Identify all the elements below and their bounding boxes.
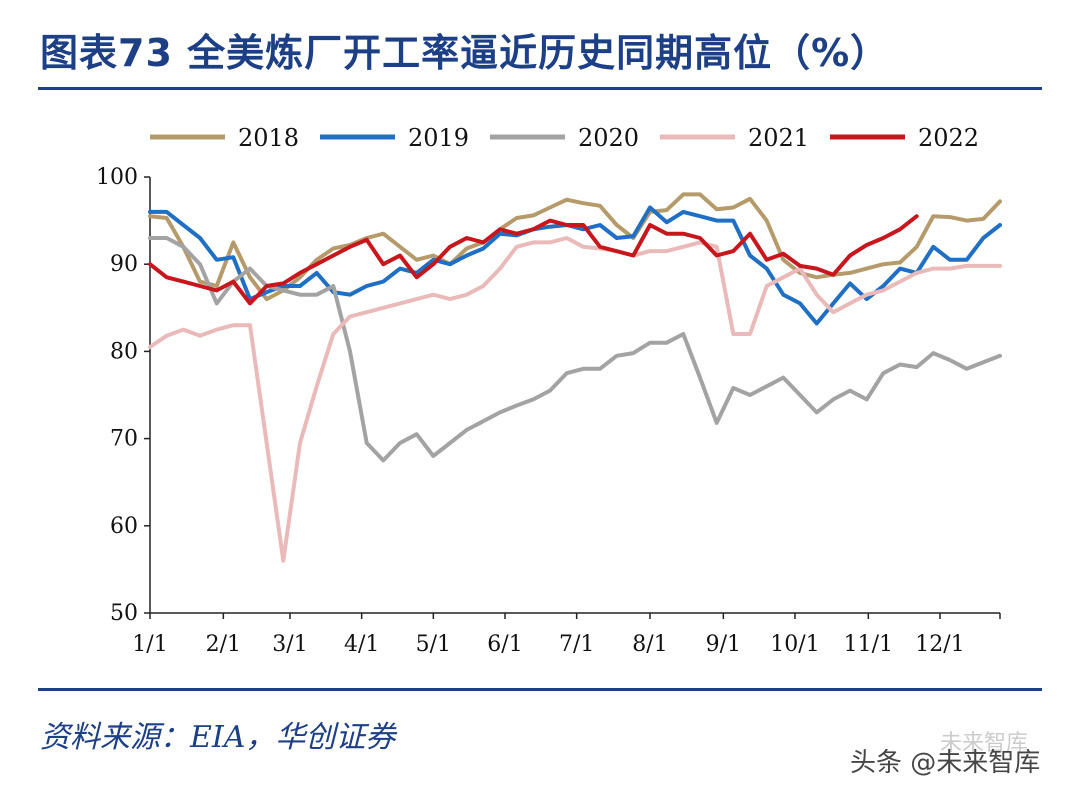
- y-tick-label: 70: [110, 427, 138, 452]
- series-line-2019: [148, 205, 1002, 326]
- chart-axes: 50 60 70 80 90 100 1/1 2/1 3/1 4/1 5/1 6/1 7/1 8/1 9/1…: [96, 165, 1001, 657]
- y-tick-label: 60: [110, 514, 138, 539]
- x-tick-label: 12/1: [915, 632, 964, 657]
- watermark: 头条 @未来智库: [850, 748, 1041, 778]
- title-divider: [38, 87, 1042, 90]
- page-title: 图表73 全美炼厂开工率逼近历史同期高位（%）: [40, 31, 890, 75]
- chart-series: [148, 192, 1002, 563]
- series-line-2020: [148, 236, 1002, 463]
- legend-label-2020: 2020: [578, 124, 639, 152]
- y-tick-label: 50: [110, 601, 138, 626]
- series-line-2021: [148, 236, 1002, 563]
- source-note: 资料来源：EIA，华创证券: [40, 720, 396, 755]
- x-tick-label: 5/1: [416, 632, 451, 657]
- legend-label-2022: 2022: [918, 124, 979, 152]
- x-tick-label: 2/1: [206, 632, 241, 657]
- series-line-2018: [148, 192, 1002, 302]
- x-tick-label: 1/1: [132, 632, 167, 657]
- legend-label-2018: 2018: [238, 124, 299, 152]
- legend-label-2021: 2021: [748, 124, 809, 152]
- x-tick-label: 7/1: [559, 632, 594, 657]
- legend-label-2019: 2019: [408, 124, 469, 152]
- series-line-2022: [148, 214, 919, 306]
- y-tick-label: 80: [110, 339, 138, 364]
- x-tick-label: 10/1: [770, 632, 819, 657]
- x-tick-label: 3/1: [272, 632, 307, 657]
- x-tick-label: 8/1: [632, 632, 667, 657]
- chart-legend: 2018 2019 2020 2021 2022: [150, 124, 979, 152]
- y-tick-label: 90: [110, 252, 138, 277]
- refinery-utilization-chart: 2018 2019 2020 2021 2022 50 60 70 80 90 100 1/1 2/1…: [96, 124, 1002, 657]
- watermark-faint: 未来智库: [940, 731, 1029, 756]
- x-tick-label: 9/1: [706, 632, 741, 657]
- footer-divider: [38, 688, 1042, 691]
- y-tick-label: 100: [96, 165, 138, 190]
- x-tick-label: 4/1: [344, 632, 379, 657]
- x-tick-label: 11/1: [844, 632, 893, 657]
- x-tick-label: 6/1: [487, 632, 522, 657]
